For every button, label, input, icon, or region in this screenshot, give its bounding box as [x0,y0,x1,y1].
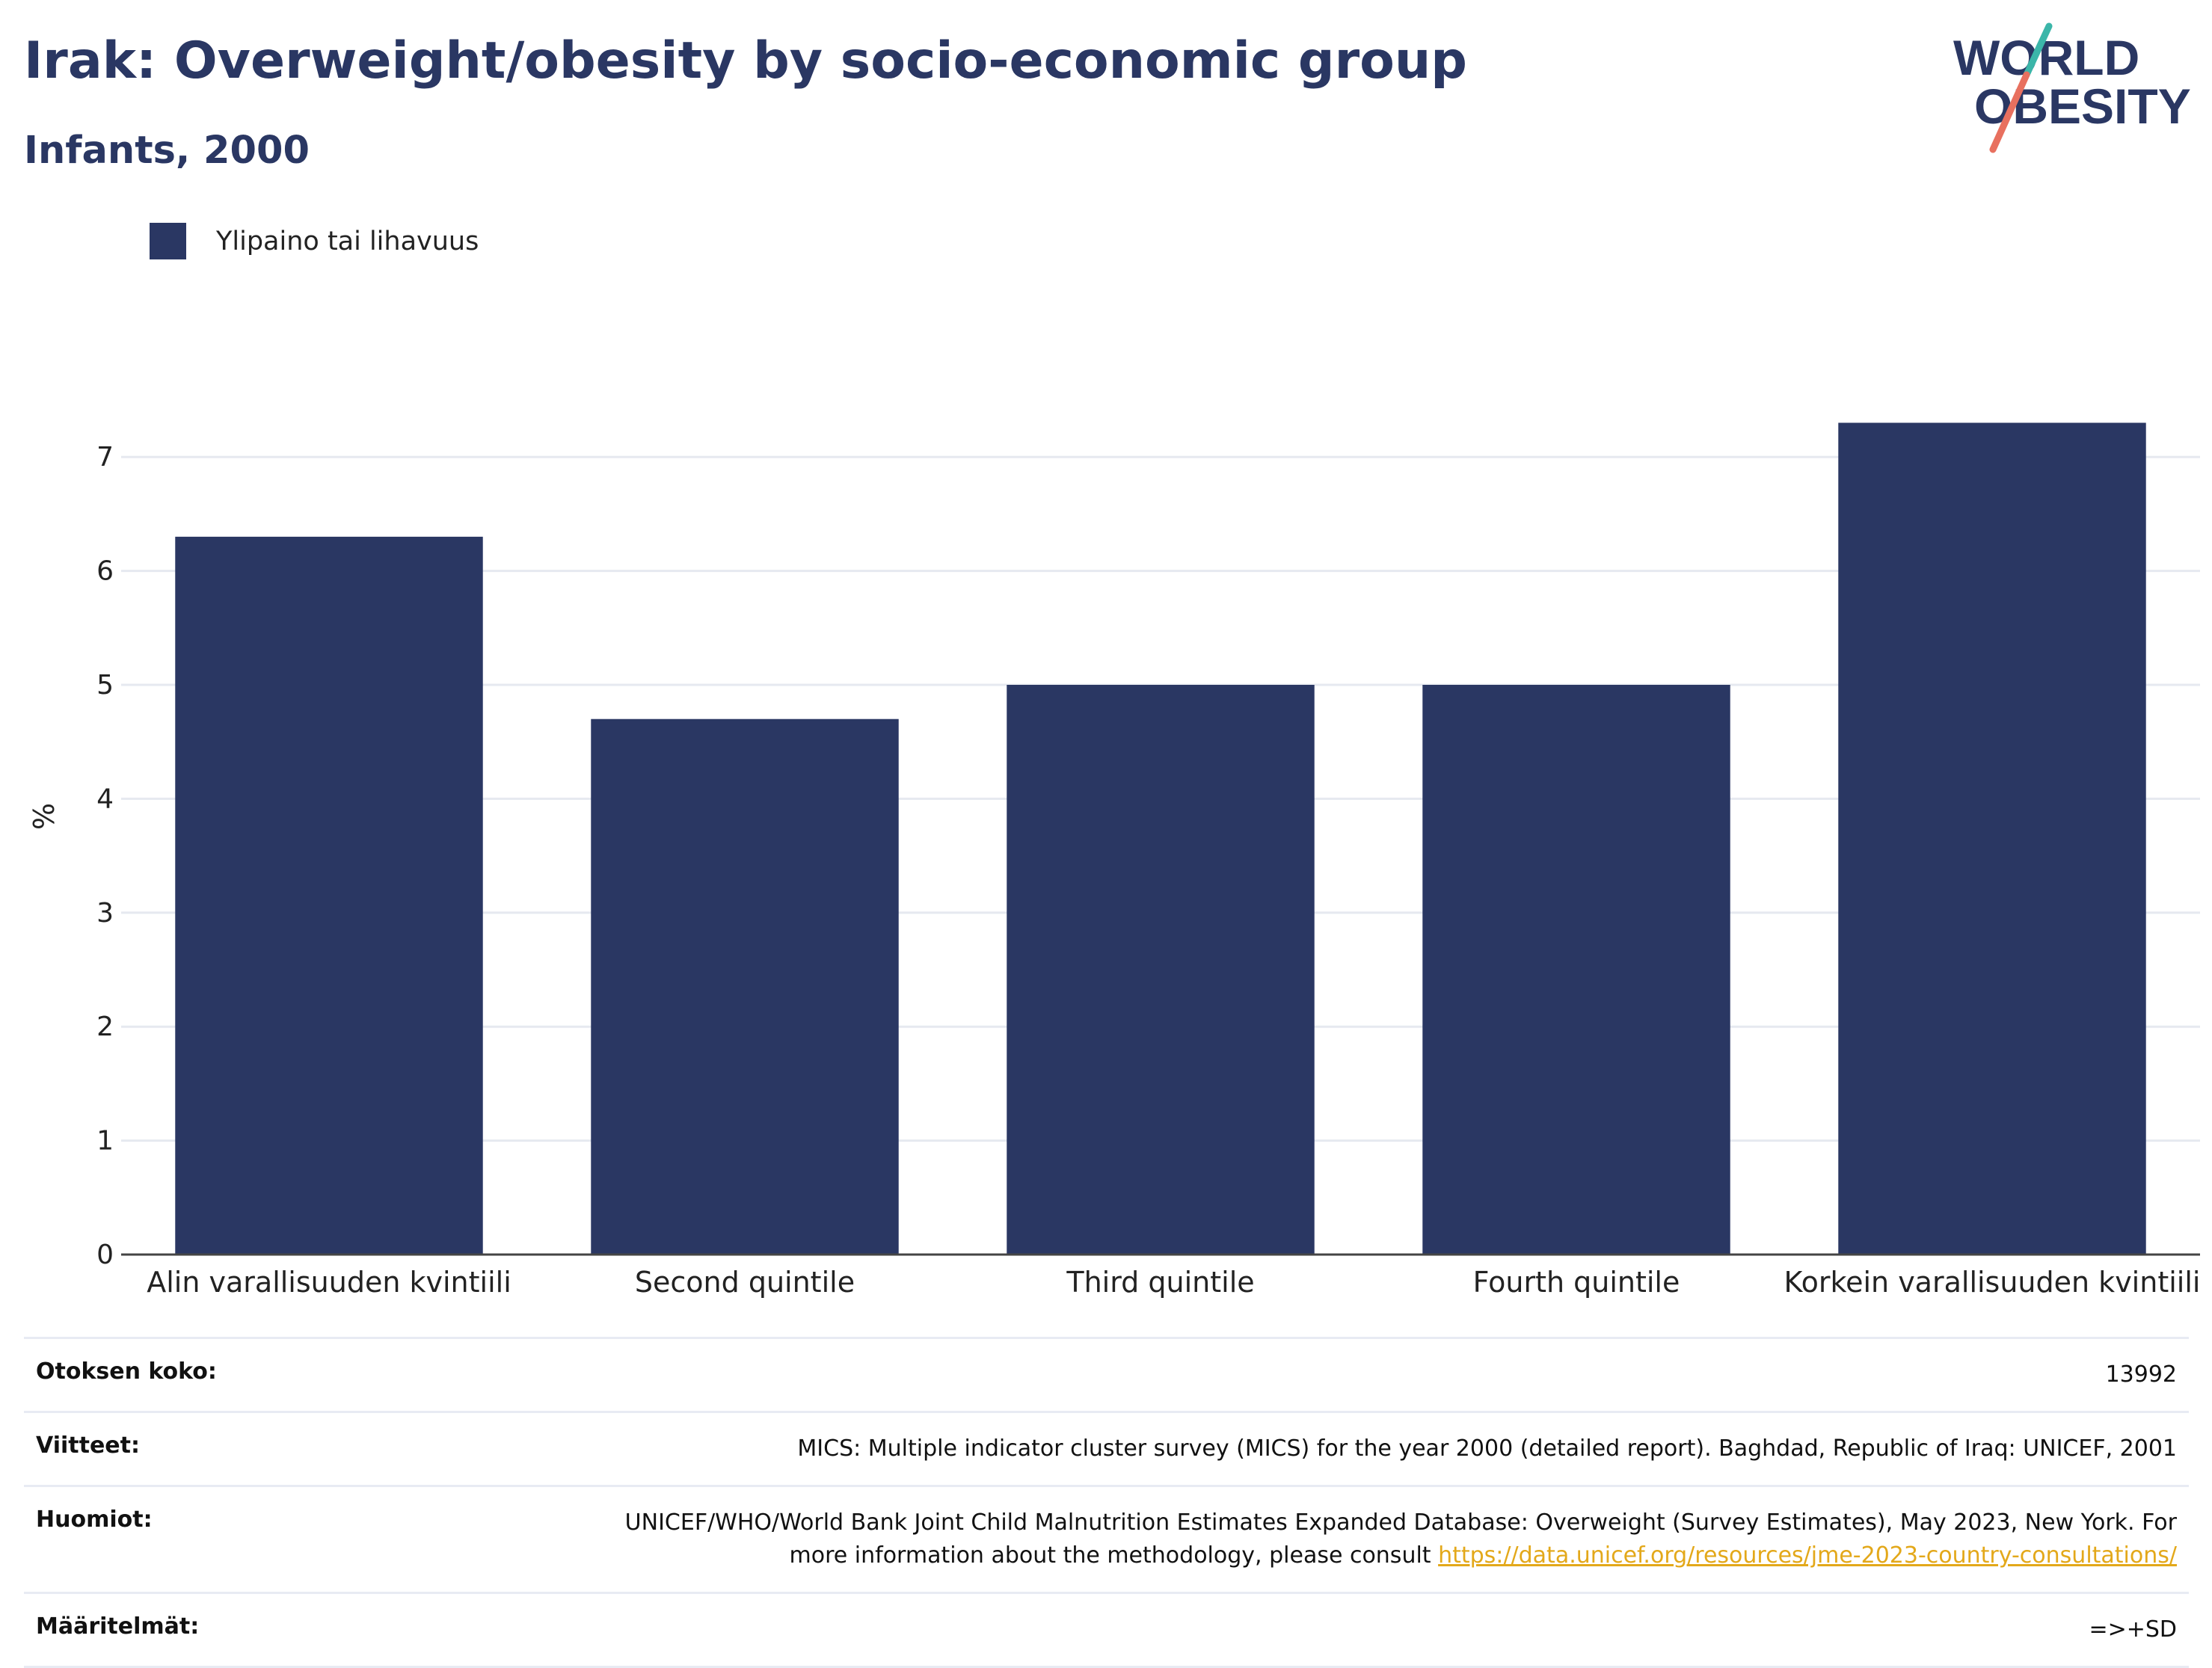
y-tick-label: 1 [96,1126,114,1157]
chart-legend[interactable]: Ylipaino tai lihavuus [150,223,479,259]
legend-label: Ylipaino tai lihavuus [216,226,479,256]
chart-title: Irak: Overweight/obesity by socio-econom… [24,31,1467,90]
y-tick-label: 5 [96,670,114,701]
y-tick-label: 2 [96,1012,114,1042]
bar [1422,685,1730,1255]
bar [591,718,899,1255]
world-obesity-logo: WORLD OBESITY [1953,22,2191,153]
axis-layer: 0 1 2 3 4 5 6 7 Alin varallisuuden kvintiili Seco… [28,442,2200,1299]
notes-link[interactable]: https://data.unicef.org/resources/jme-20… [1438,1542,2177,1569]
logo-slash-teal [2023,22,2053,79]
x-tick-label: Fourth quintile [1473,1266,1680,1299]
notes-text: UNICEF/WHO/World Bank Joint Child Malnut… [624,1509,2177,1569]
x-tick-label: Alin varallisuuden kvintiili [147,1266,511,1299]
sample-size-value: 13992 [2105,1361,2177,1388]
x-tick-label: Third quintile [1066,1266,1254,1299]
x-tick-label: Korkein varallisuuden kvintiili [1784,1266,2201,1299]
definitions-label: Määritelmät: [36,1613,200,1640]
sample-size-label: Otoksen koko: [36,1358,217,1385]
y-tick-label: 3 [96,898,114,929]
bars-layer [175,422,2146,1255]
notes-label: Huomiot: [36,1507,153,1533]
info-row-definitions: Määritelmät: =>+SD [24,1594,2189,1668]
x-tick-label: Second quintile [635,1266,855,1299]
y-tick-label: 0 [96,1240,114,1270]
notes-value: UNICEF/WHO/World Bank Joint Child Malnut… [569,1487,2177,1592]
definitions-value: =>+SD [2089,1616,2177,1643]
bar [175,536,483,1255]
y-tick-label: 6 [96,556,114,587]
bar [1838,422,2146,1255]
references-label: Viitteet: [36,1432,140,1459]
bar [1007,685,1315,1255]
logo-slash-coral [1989,71,2030,153]
y-axis-label: % [28,803,61,830]
info-row-sample: Otoksen koko: 13992 [24,1337,2189,1413]
bar-chart: 0 1 2 3 4 5 6 7 Alin varallisuuden kvintiili Seco… [28,422,2200,1299]
info-row-notes: Huomiot: UNICEF/WHO/World Bank Joint Chi… [24,1487,2189,1594]
info-row-references: Viitteet: MICS: Multiple indicator clust… [24,1413,2189,1487]
chart-subtitle: Infants, 2000 [24,129,310,173]
y-tick-label: 4 [96,784,114,814]
info-table: Otoksen koko: 13992 Viitteet: MICS: Mult… [24,1337,2189,1668]
legend-swatch [150,223,186,259]
y-tick-label: 7 [96,442,114,473]
references-value: MICS: Multiple indicator cluster survey … [797,1435,2177,1462]
